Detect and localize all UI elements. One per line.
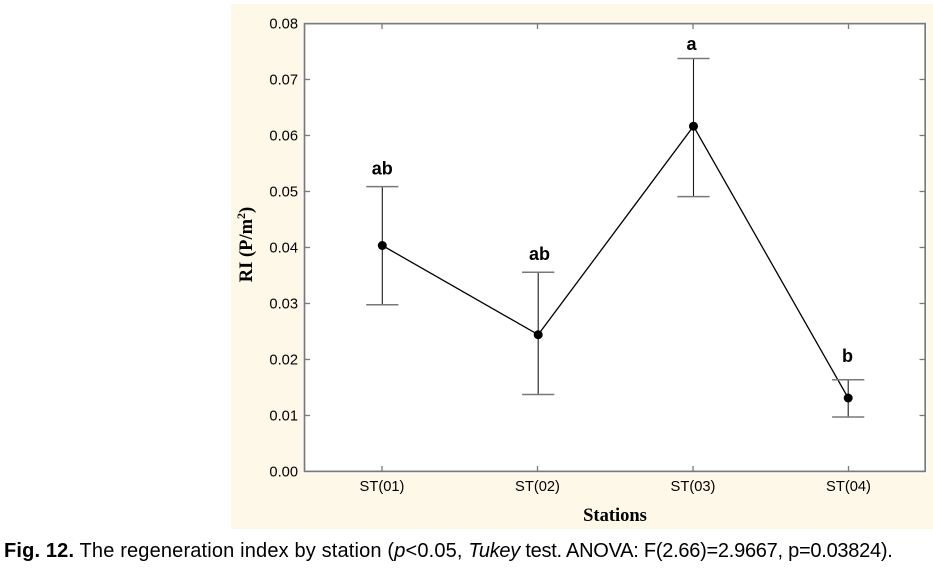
- svg-text:0.07: 0.07: [269, 73, 298, 89]
- svg-text:0.06: 0.06: [269, 129, 298, 145]
- svg-text:0.05: 0.05: [269, 185, 298, 201]
- svg-text:0.01: 0.01: [269, 409, 298, 425]
- svg-text:0.04: 0.04: [269, 241, 298, 257]
- svg-text:b: b: [842, 346, 853, 366]
- svg-text:ST(01): ST(01): [360, 479, 405, 495]
- svg-text:ST(03): ST(03): [671, 479, 716, 495]
- svg-text:0.03: 0.03: [269, 297, 298, 313]
- svg-text:Stations: Stations: [583, 506, 647, 526]
- svg-text:0.00: 0.00: [269, 465, 298, 481]
- svg-text:0.08: 0.08: [269, 17, 298, 33]
- svg-text:ab: ab: [529, 244, 550, 264]
- svg-text:ST(04): ST(04): [826, 479, 871, 495]
- svg-text:a: a: [686, 34, 697, 54]
- svg-text:ST(02): ST(02): [515, 479, 560, 495]
- svg-text:RI (P/m2): RI (P/m2): [234, 207, 257, 282]
- svg-text:0.02: 0.02: [269, 353, 298, 369]
- svg-text:ab: ab: [372, 159, 393, 179]
